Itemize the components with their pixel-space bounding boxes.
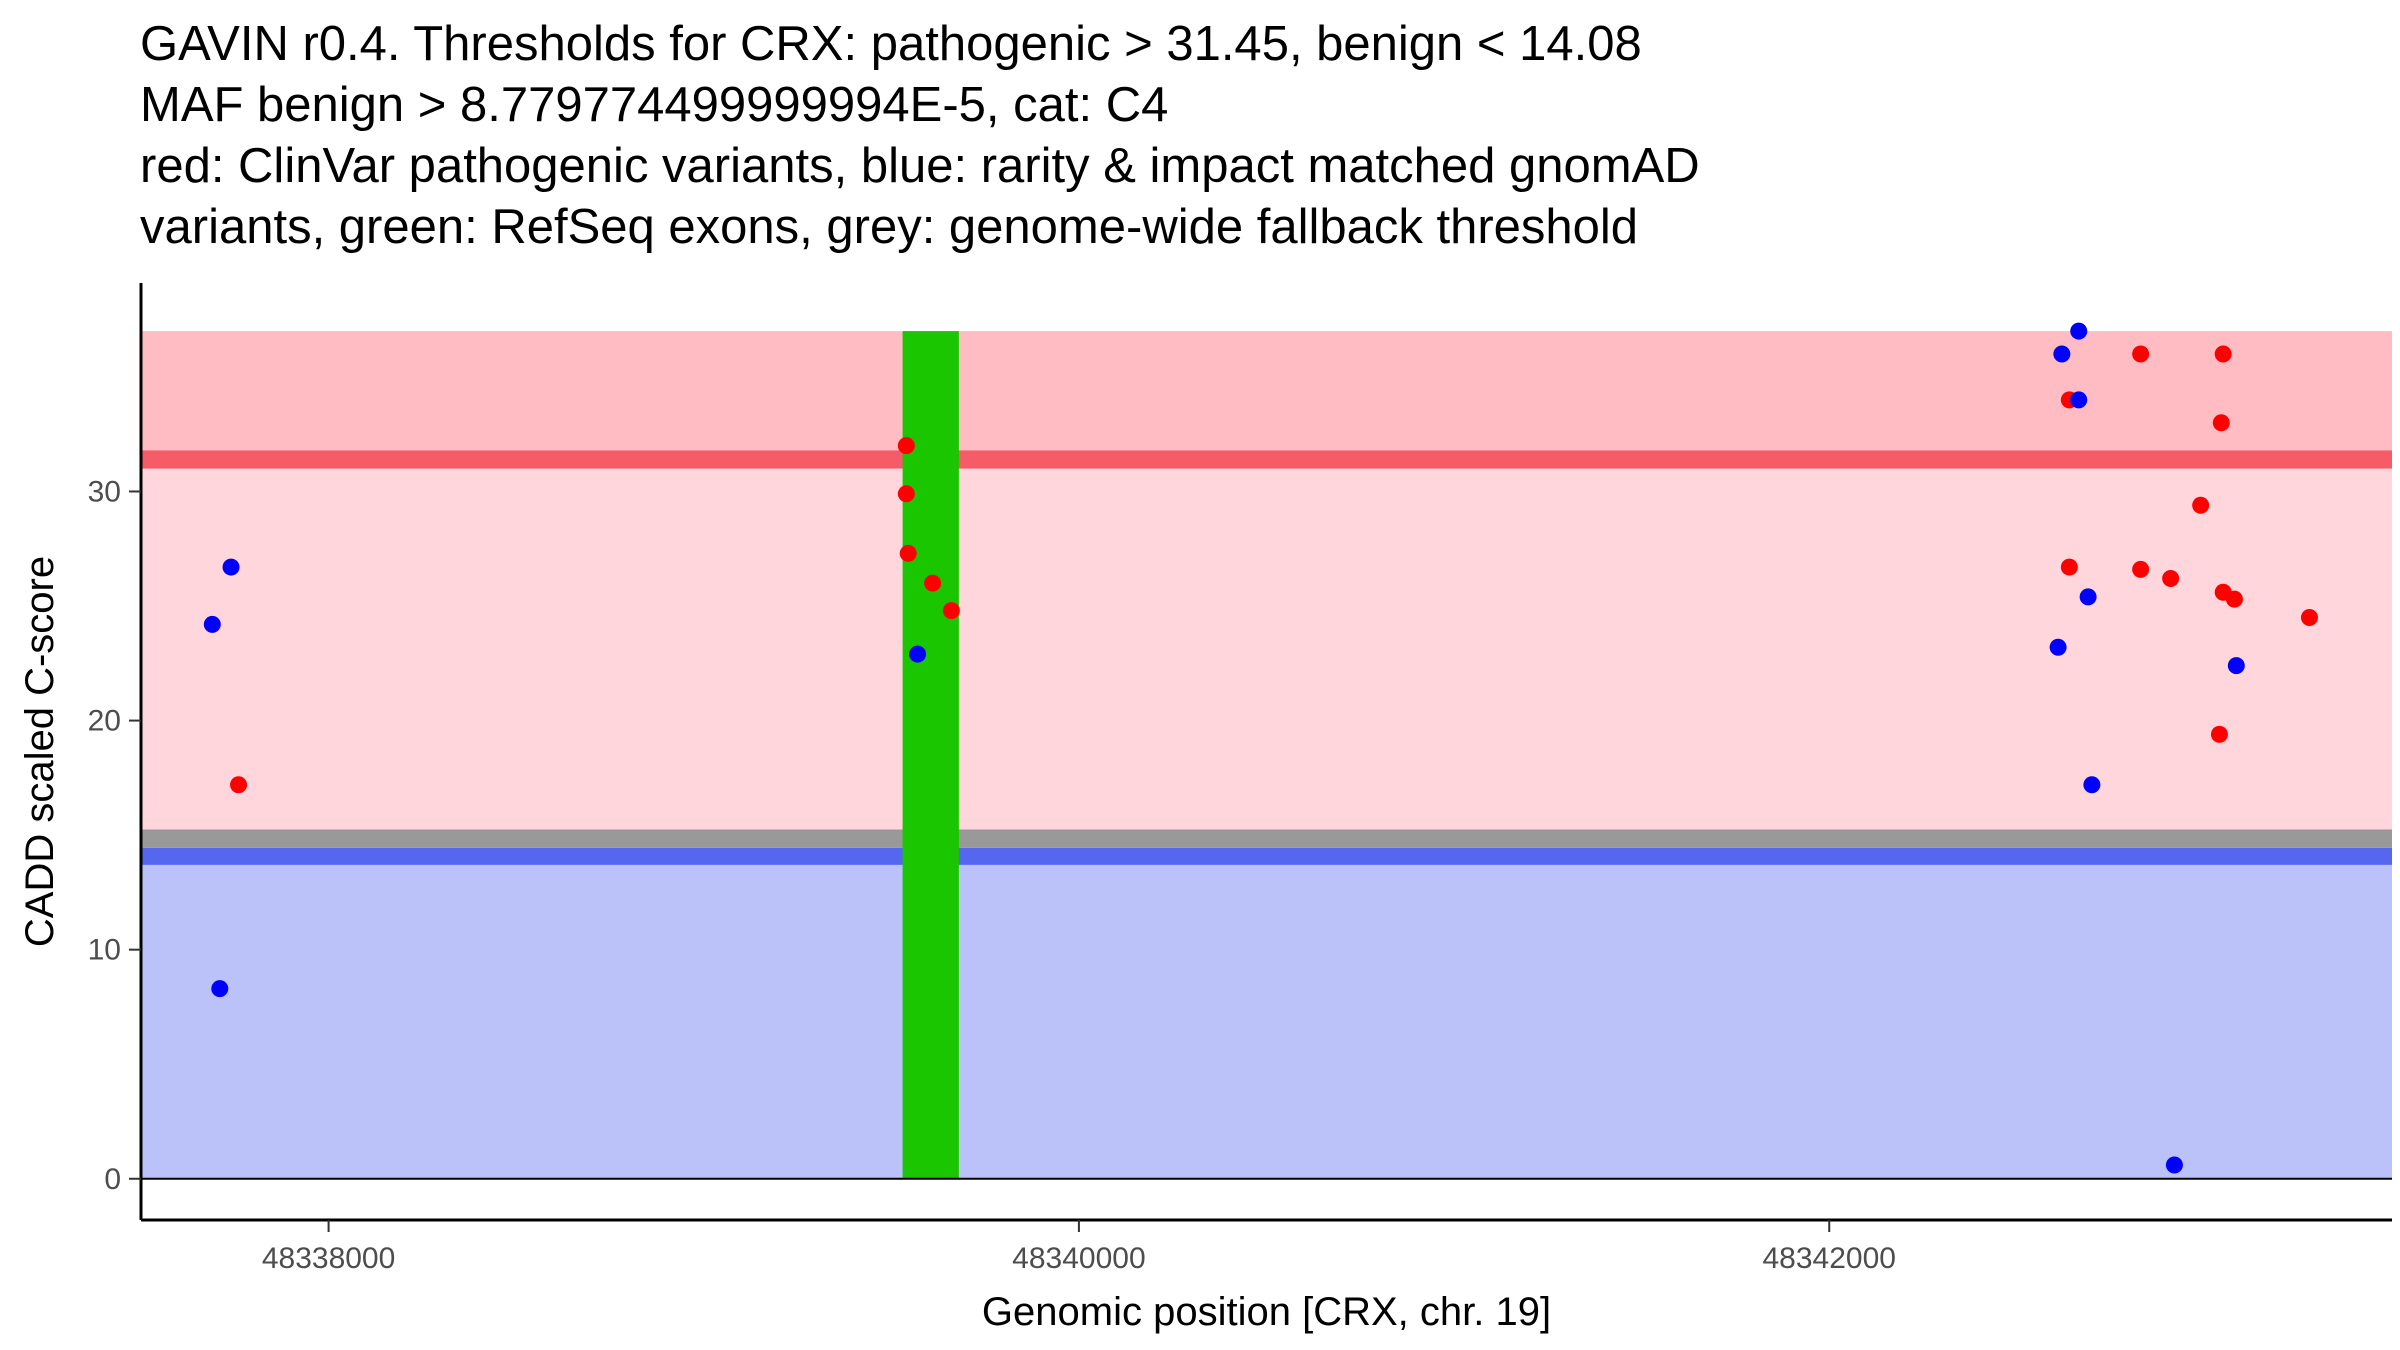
gnomad-point [2083, 776, 2101, 794]
title-line-2: MAF benign > 8.779774499999994E-5, cat: … [140, 78, 1169, 132]
clinvar-point [2060, 558, 2078, 576]
exon-bar [902, 331, 959, 1179]
chart-title: GAVIN r0.4. Thresholds for CRX: pathogen… [140, 14, 1700, 258]
clinvar-point [899, 544, 917, 562]
x-tick-label: 48342000 [1763, 1242, 1896, 1275]
gnomad-point [211, 980, 229, 998]
y-axis-title: CADD scaled C-score [18, 556, 62, 947]
gnomad-point [2227, 657, 2245, 675]
pathogenic-region [141, 468, 2392, 830]
clinvar-point [897, 437, 915, 455]
title-line-1: GAVIN r0.4. Thresholds for CRX: pathogen… [140, 17, 1642, 71]
x-tick-label: 48338000 [262, 1242, 395, 1275]
threshold-bands [141, 331, 2392, 1179]
gnomad-point [2079, 588, 2097, 606]
y-tick-label: 0 [104, 1163, 121, 1196]
clinvar-point [2225, 590, 2243, 608]
gnomad-point [2070, 391, 2088, 409]
gnomad-point [2049, 638, 2067, 656]
clinvar-point [2132, 560, 2150, 578]
y-tick-label: 30 [88, 475, 121, 508]
clinvar-point [230, 776, 248, 794]
clinvar-point [2212, 414, 2230, 432]
clinvar-point [2192, 496, 2210, 514]
y-tick-label: 10 [88, 934, 121, 967]
title-line-4: variants, green: RefSeq exons, grey: gen… [140, 200, 1639, 254]
axes: 0 10 20 30 48338000 48340000 48342000 [88, 283, 2392, 1275]
gnomad-point [909, 645, 927, 663]
gnomad-point [203, 615, 221, 633]
gnomad-point [2070, 322, 2088, 340]
x-tick-label: 48340000 [1012, 1242, 1145, 1275]
clinvar-point [2214, 345, 2232, 363]
fallback-threshold-band [141, 829, 2392, 848]
gnomad-point [2165, 1156, 2183, 1174]
clinvar-point [924, 574, 942, 592]
clinvar-point [2132, 345, 2150, 363]
gnomad-point [222, 558, 240, 576]
pathogenic-threshold-band [141, 450, 2392, 469]
x-axis-title: Genomic position [CRX, chr. 19] [982, 1290, 1551, 1334]
clinvar-point [2210, 725, 2228, 743]
clinvar-point [942, 602, 960, 620]
variant-points [203, 322, 2318, 1174]
y-tick-label: 20 [88, 705, 121, 738]
pathogenic-upper-region [141, 331, 2392, 451]
clinvar-point [2162, 570, 2180, 588]
clinvar-point [897, 485, 915, 503]
gnomad-point [2053, 345, 2071, 363]
benign-threshold-band [141, 847, 2392, 865]
benign-region [141, 864, 2392, 1179]
exon-layer [902, 331, 959, 1179]
title-line-3: red: ClinVar pathogenic variants, blue: … [140, 139, 1700, 193]
clinvar-point [2300, 608, 2318, 626]
